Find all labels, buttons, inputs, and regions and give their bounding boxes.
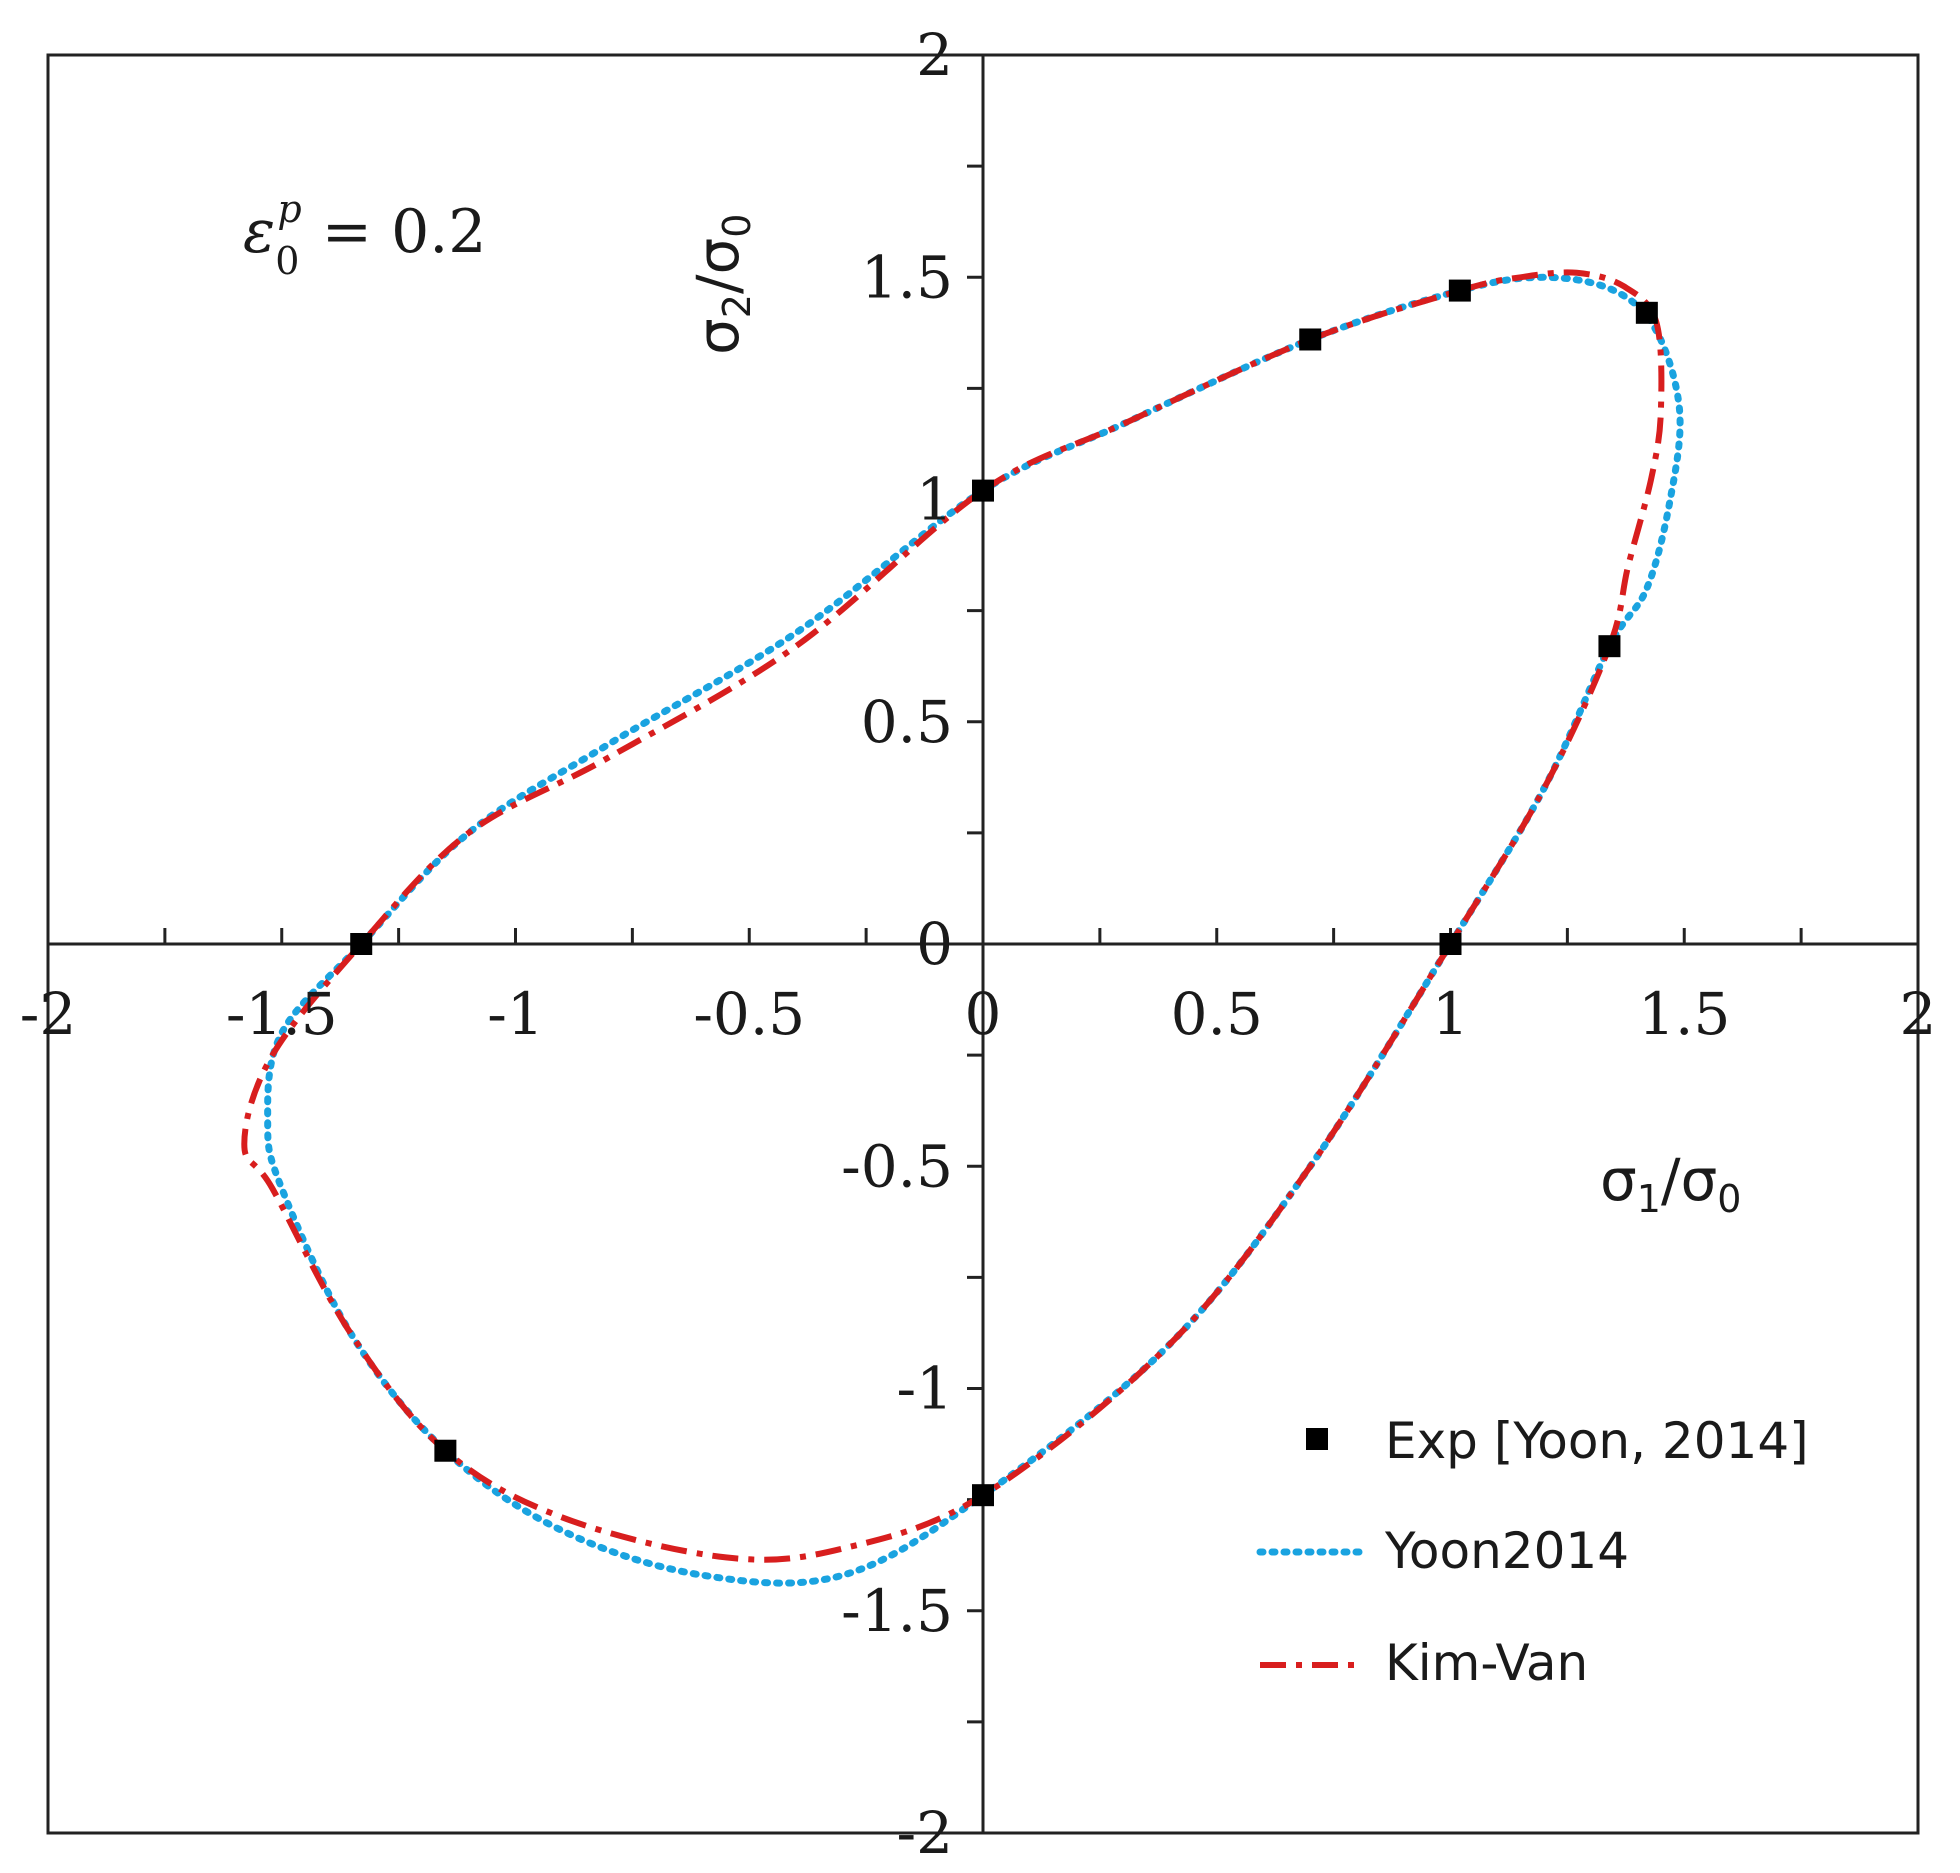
y-tick-label: -1.5 <box>841 1577 953 1645</box>
y-tick-label: 1 <box>916 466 953 534</box>
series-line-kim-van <box>241 269 1665 1563</box>
exp-data-point <box>1598 635 1621 658</box>
exp-data-point <box>1635 301 1658 324</box>
exp-data-point <box>1439 933 1462 955</box>
x-tick-label: 1 <box>1432 980 1469 1048</box>
series-layer <box>241 269 1684 1587</box>
exp-data-point <box>1299 328 1322 351</box>
legend-label-exp: Exp [Yoon, 2014] <box>1385 1412 1809 1470</box>
exp-data-point <box>434 1439 457 1462</box>
y-tick-label: 0.5 <box>861 688 953 756</box>
exp-data-point <box>1448 279 1471 302</box>
exp-data-point <box>972 1484 994 1507</box>
x-tick-label: 0 <box>965 980 1002 1048</box>
y-tick-label: -0.5 <box>841 1132 953 1200</box>
x-axis-title: σ1/σ0 <box>1600 1146 1741 1221</box>
x-tick-label: -0.5 <box>693 980 805 1048</box>
legend: Exp [Yoon, 2014] Yoon2014 Kim-Van <box>1256 1412 1809 1692</box>
marker-layer <box>350 279 1658 1507</box>
axes <box>46 53 1920 1835</box>
x-tick-label: 2 <box>1900 980 1937 1048</box>
x-tick-label: -2 <box>20 980 77 1048</box>
x-tick-label: 1.5 <box>1638 980 1730 1048</box>
y-tick-label: 1.5 <box>861 243 953 311</box>
y-axis-title: σ2/σ0 <box>684 214 759 355</box>
legend-label-yoon: Yoon2014 <box>1384 1522 1629 1580</box>
y-tick-label: -1 <box>897 1355 954 1423</box>
legend-marker-exp <box>1306 1428 1328 1450</box>
exp-data-point <box>350 933 373 955</box>
x-tick-label: 0.5 <box>1171 980 1263 1048</box>
x-tick-label: -1 <box>487 980 544 1048</box>
tick-labels: -2 -1.5 -1 -0.5 0 0.5 1 1.5 2 -2 -1.5 -1 -0.5 0 0.5 1 1.… <box>20 21 1937 1867</box>
exp-data-point <box>972 479 994 502</box>
y-tick-label: 0 <box>916 910 953 978</box>
legend-label-kimvan: Kim-Van <box>1385 1634 1588 1692</box>
strain-annotation: ε0p = 0.2 <box>243 187 486 283</box>
y-tick-label: -2 <box>897 1799 954 1867</box>
x-tick-label: -1.5 <box>226 980 338 1048</box>
y-tick-label: 2 <box>916 21 953 89</box>
